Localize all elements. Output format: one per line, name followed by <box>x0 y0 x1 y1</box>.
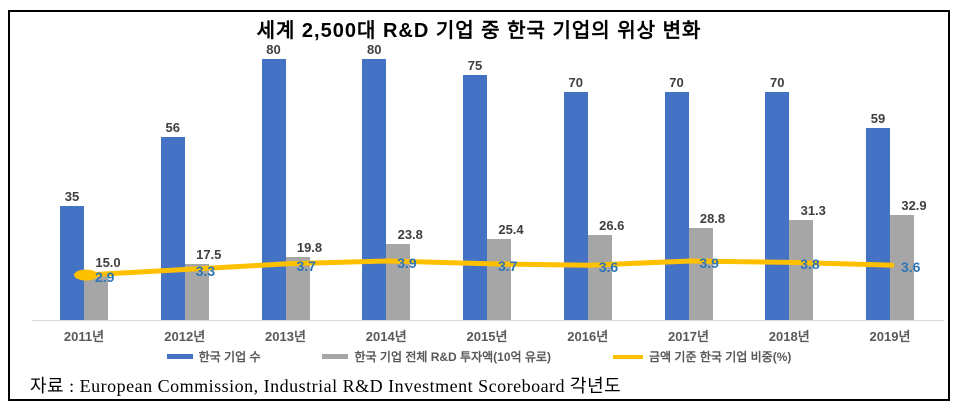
x-axis-line <box>32 320 944 321</box>
bar-label-company-count-2013년: 80 <box>266 42 281 57</box>
bar-company-count-2019년 <box>866 127 890 320</box>
bar-label-company-count-2015년: 75 <box>467 58 483 74</box>
x-axis-label-2015년: 2015년 <box>466 329 508 344</box>
bar-company-count-2011년 <box>60 205 84 320</box>
line-label-share-2018년: 3.8 <box>800 256 820 273</box>
bar-label-company-count-2019년: 59 <box>870 110 886 126</box>
bar-label-company-count-2016년: 70 <box>568 74 583 90</box>
bar-rnd-investment-2014년 <box>386 243 411 320</box>
x-axis-label-2013년: 2013년 <box>265 329 306 344</box>
legend-swatch-icon <box>322 354 349 359</box>
bar-label-rnd-investment-2011년: 15.0 <box>95 255 121 270</box>
bar-rnd-investment-2017년 <box>688 227 713 320</box>
bar-label-rnd-investment-2012년: 17.5 <box>196 247 222 262</box>
legend-label: 금액 기준 한국 기업 비중(%) <box>648 350 792 364</box>
legend: 한국 기업 수 한국 기업 전체 R&D 투자액(10억 유로) 금액 기준 한국 … <box>10 348 948 365</box>
bar-company-count-2018년 <box>765 91 790 320</box>
x-axis-label-2012년: 2012년 <box>164 329 206 344</box>
bar-company-count-2016년 <box>563 91 588 320</box>
bar-rnd-investment-2015년 <box>487 238 511 320</box>
bar-label-rnd-investment-2013년: 19.8 <box>296 239 323 255</box>
bar-rnd-investment-2016년 <box>587 234 612 320</box>
x-axis-label-2011년: 2011년 <box>63 329 105 344</box>
line-label-share-2016년: 3.6 <box>598 259 619 276</box>
bar-label-rnd-investment-2019년: 32.9 <box>901 197 927 213</box>
bar-label-rnd-investment-2015년: 25.4 <box>498 221 524 237</box>
x-axis-label-2016년: 2016년 <box>567 329 609 344</box>
line-label-share-2013년: 3.7 <box>296 257 316 274</box>
legend-item-share-percent: 금액 기준 한국 기업 비중(%) <box>612 348 792 365</box>
line-label-share-2015년: 3.7 <box>498 257 518 274</box>
bar-company-count-2013년 <box>261 59 286 320</box>
legend-label: 한국 기업 수 <box>198 350 261 364</box>
bar-label-company-count-2018년: 70 <box>770 74 785 90</box>
bar-label-company-count-2011년: 35 <box>64 188 80 204</box>
chart-frame: 세계 2,500대 R&D 기업 중 한국 기업의 위상 변화 35 15.0 2.… <box>8 10 950 401</box>
x-axis-label-2014년: 2014년 <box>365 329 407 344</box>
bar-company-count-2014년 <box>362 59 387 320</box>
x-axis-label-2018년: 2018년 <box>768 329 810 344</box>
bar-label-company-count-2012년: 56 <box>165 120 180 136</box>
x-axis-label-2019년: 2019년 <box>869 329 911 344</box>
legend-swatch-icon <box>612 354 643 359</box>
line-label-share-2012년: 3.3 <box>195 263 216 280</box>
bar-label-rnd-investment-2018년: 31.3 <box>800 202 826 218</box>
bar-label-rnd-investment-2017년: 28.8 <box>699 210 726 226</box>
line-label-share-2011년: 2.9 <box>95 269 115 285</box>
chart-title: 세계 2,500대 R&D 기업 중 한국 기업의 위상 변화 <box>256 20 702 42</box>
bar-company-count-2012년 <box>160 137 185 320</box>
bar-label-rnd-investment-2016년: 26.6 <box>599 217 625 233</box>
legend-item-rnd-investment: 한국 기업 전체 R&D 투자액(10억 유로) <box>322 348 551 365</box>
line-label-share-2014년: 3.9 <box>397 255 417 271</box>
bar-company-count-2015년 <box>463 75 487 320</box>
x-axis-label-2017년: 2017년 <box>668 329 709 344</box>
line-label-share-2019년: 3.6 <box>901 259 921 276</box>
legend-label: 한국 기업 전체 R&D 투자액(10억 유로) <box>354 350 551 364</box>
bar-label-rnd-investment-2014년: 23.8 <box>397 226 423 242</box>
bar-label-company-count-2017년: 70 <box>669 74 684 90</box>
line-label-share-2017년: 3.9 <box>699 255 719 271</box>
bar-label-company-count-2014년: 80 <box>367 42 382 57</box>
plot-area: 35 15.0 2.9 2011년 56 17.5 3.3 2012년 80 19.8 3.7 201… <box>10 12 948 352</box>
legend-item-company-count: 한국 기업 수 <box>166 348 261 365</box>
source-note: 자료 : European Commission, Industrial R&D… <box>30 376 622 396</box>
legend-swatch-icon <box>166 354 193 359</box>
bar-company-count-2017년 <box>664 91 689 320</box>
